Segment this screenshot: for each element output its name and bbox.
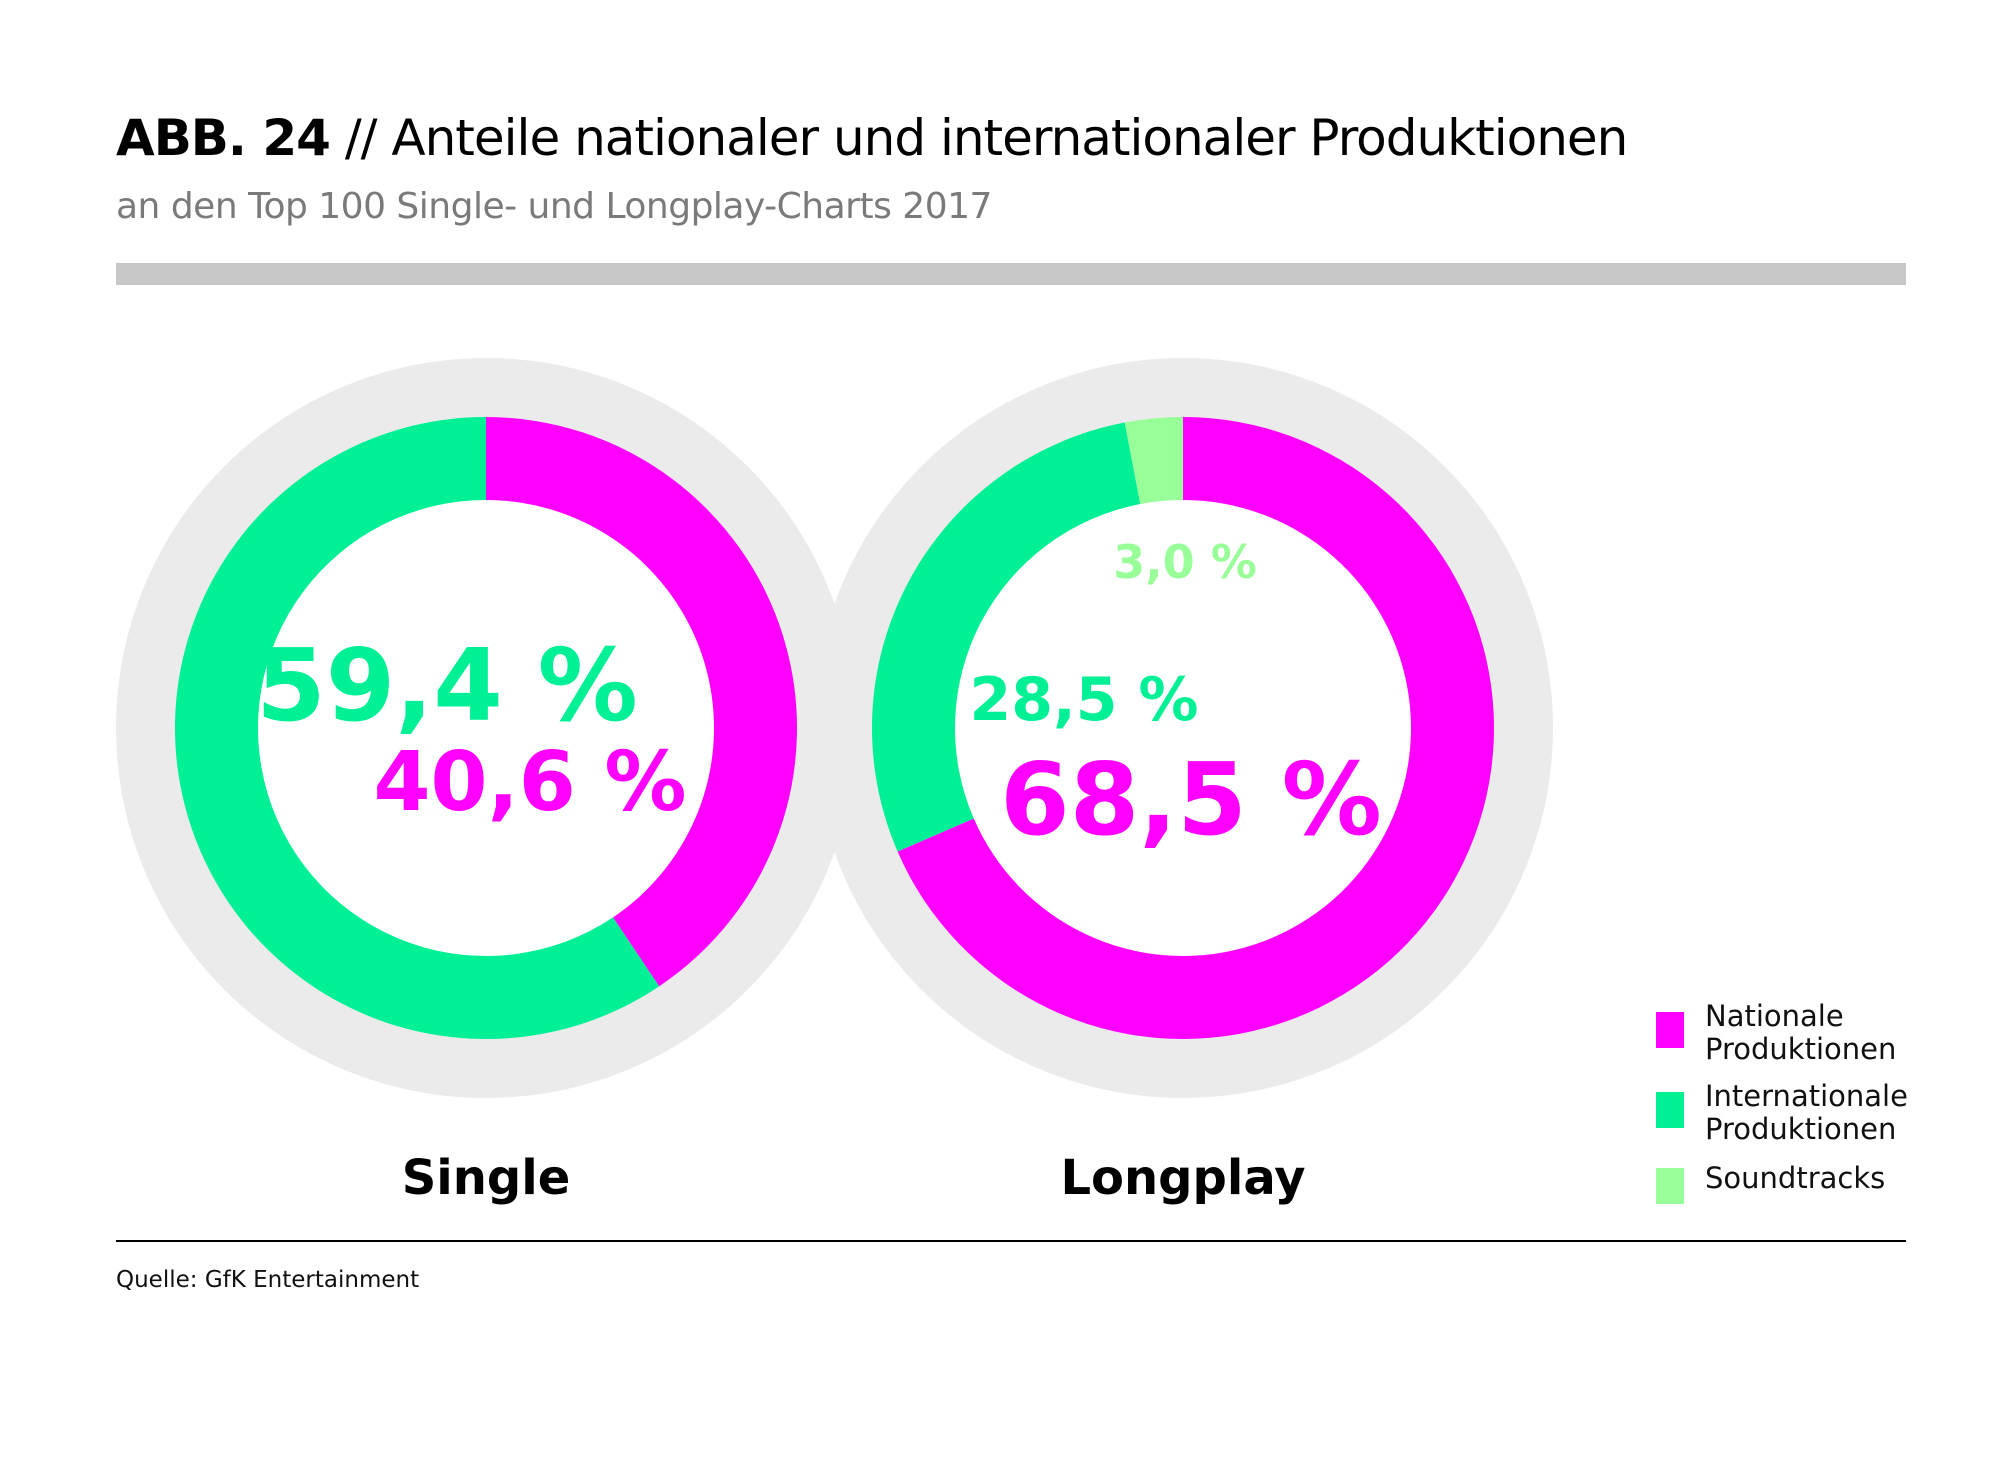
legend-label-national: Nationale Produktionen bbox=[1705, 999, 1897, 1066]
header-divider-bar bbox=[116, 263, 1906, 285]
legend-swatch-national bbox=[1656, 1012, 1684, 1048]
longplay-chart-label: Longplay bbox=[1060, 1150, 1306, 1206]
legend-swatch-international bbox=[1656, 1092, 1684, 1128]
source-note: Quelle: GfK Entertainment bbox=[116, 1267, 420, 1293]
figure-number: ABB. 24 bbox=[116, 109, 331, 167]
data-label-national: 40,6 % bbox=[373, 735, 686, 830]
data-label-international: 59,4 % bbox=[256, 627, 638, 744]
chart-subtitle: an den Top 100 Single- und Longplay-Char… bbox=[116, 186, 992, 227]
legend-swatch-soundtracks bbox=[1656, 1168, 1684, 1204]
data-label-national: 68,5 % bbox=[1000, 741, 1382, 858]
donut-slice-international bbox=[174, 417, 660, 1039]
single-chart-label: Single bbox=[401, 1150, 571, 1206]
legend-label-soundtracks: Soundtracks bbox=[1705, 1161, 1886, 1195]
title-text: // Anteile nationaler und internationale… bbox=[344, 109, 1629, 167]
footer-divider bbox=[116, 1240, 1906, 1242]
donut-slice-soundtracks bbox=[1124, 417, 1183, 505]
legend-label-international: Internationale Produktionen bbox=[1705, 1079, 1908, 1146]
chart-title: ABB. 24 // Anteile nationaler und intern… bbox=[116, 108, 1629, 168]
donut-slice-international bbox=[872, 422, 1141, 852]
donut-background-ring bbox=[813, 358, 1553, 1098]
data-label-soundtracks: 3,0 % bbox=[1113, 535, 1257, 589]
data-label-international: 28,5 % bbox=[969, 665, 1198, 735]
donut-slice-national bbox=[486, 417, 797, 987]
